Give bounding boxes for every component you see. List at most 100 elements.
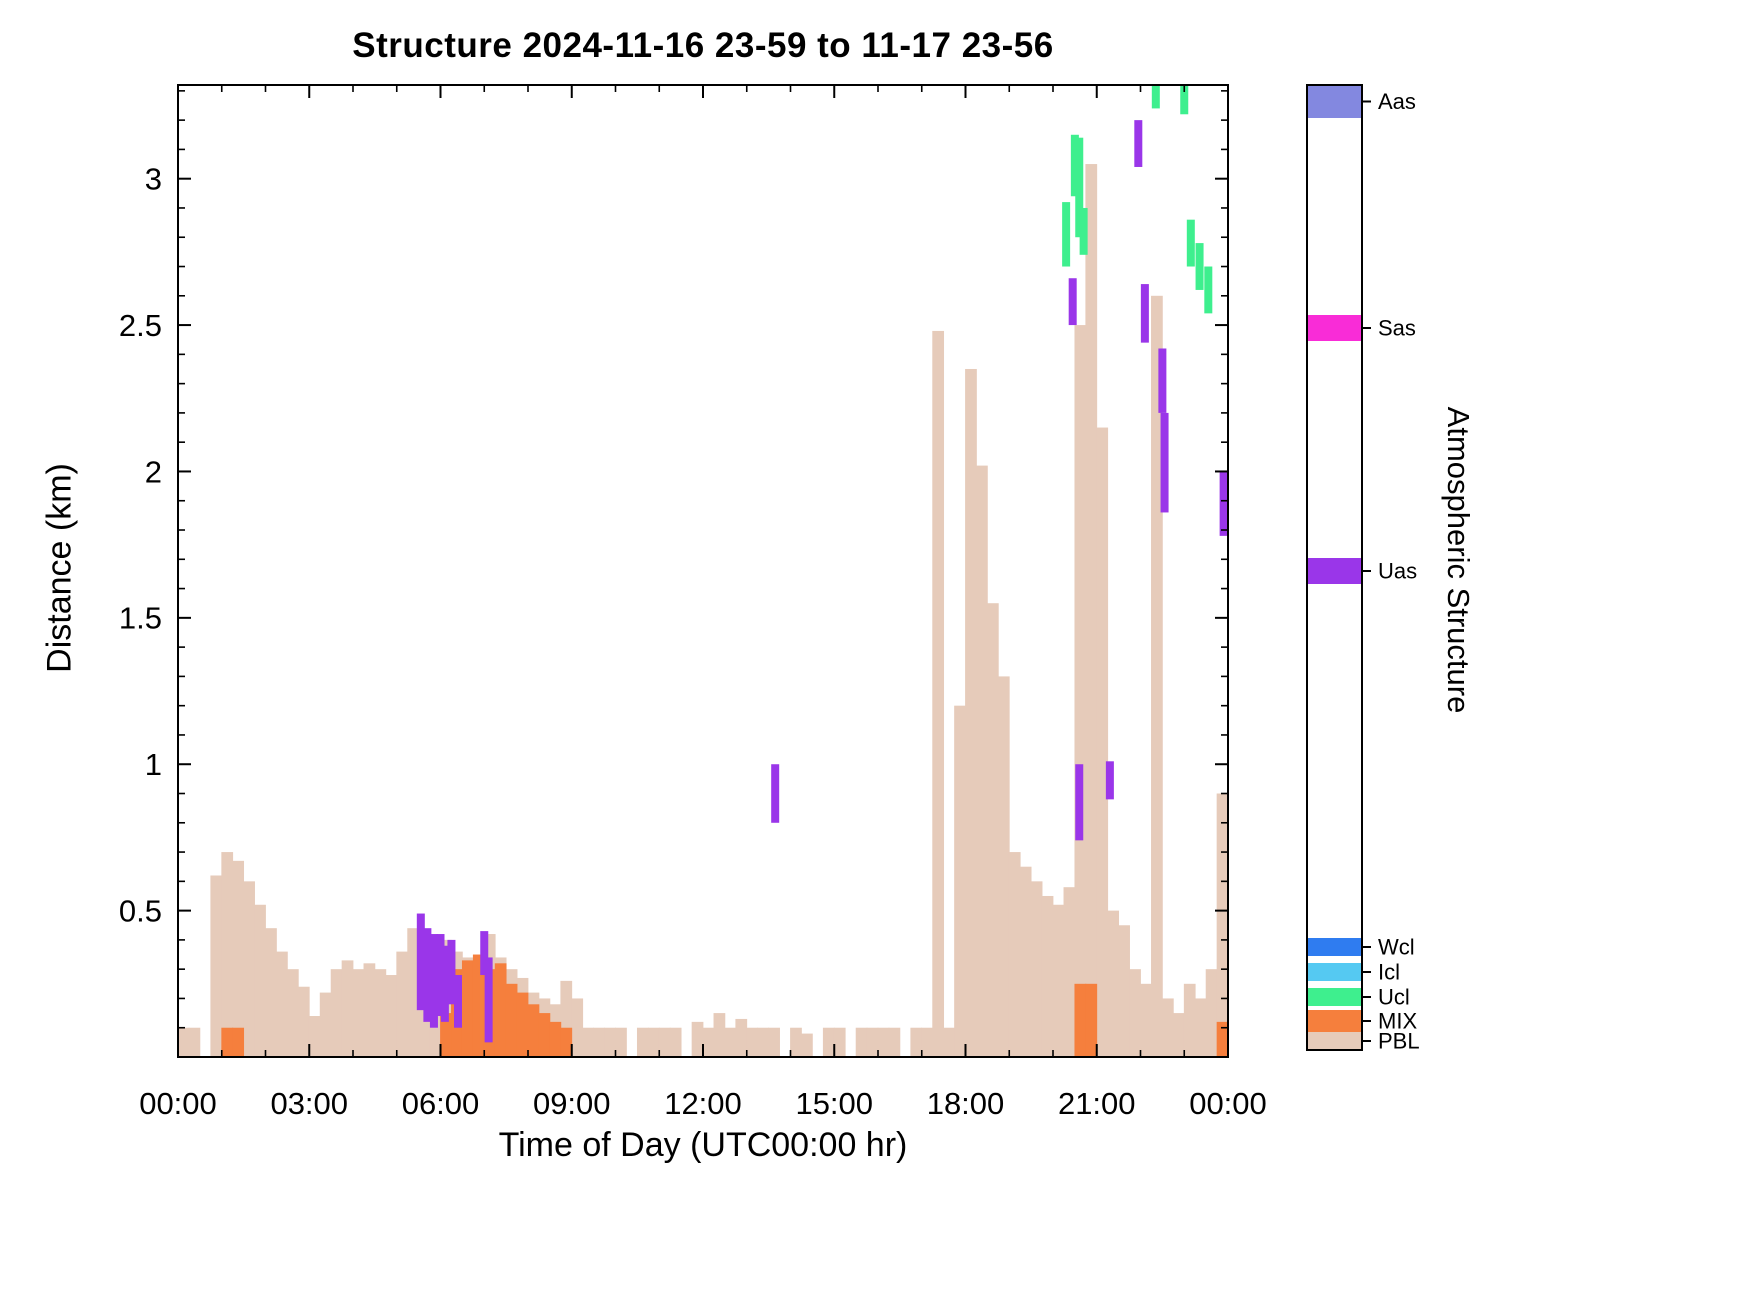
colorbar-item-label: PBL xyxy=(1378,1029,1420,1054)
pbl-bar xyxy=(713,1013,726,1057)
pbl-bar xyxy=(855,1027,868,1057)
uas-segment xyxy=(1140,284,1149,343)
pbl-bar xyxy=(866,1027,879,1057)
pbl-bar xyxy=(1030,881,1043,1057)
uas-segment xyxy=(1105,761,1114,800)
uas-segment xyxy=(1158,348,1167,413)
pbl-bar xyxy=(210,875,223,1057)
pbl-bar xyxy=(254,904,266,1057)
pbl-bar xyxy=(757,1027,770,1057)
colorbar-segment-uas xyxy=(1307,558,1362,584)
mix-bar xyxy=(494,963,507,1057)
uas-segment xyxy=(436,934,445,1017)
y-tick-label: 2.5 xyxy=(119,308,162,343)
colorbar-segment-icl xyxy=(1307,963,1362,981)
colorbar-item-label: Ucl xyxy=(1378,985,1410,1010)
pbl-bar xyxy=(396,951,409,1057)
mix-bar xyxy=(1074,983,1087,1057)
pbl-bar xyxy=(1052,904,1065,1057)
pbl-bar xyxy=(790,1027,802,1057)
y-tick-label: 1 xyxy=(145,747,162,782)
pbl-bar xyxy=(746,1027,759,1057)
pbl-bar xyxy=(888,1027,901,1057)
mix-bar xyxy=(221,1027,234,1057)
pbl-bar xyxy=(921,1027,934,1057)
ucl-segment xyxy=(1075,137,1084,238)
mix-bar xyxy=(527,1004,540,1057)
uas-segment xyxy=(423,928,432,1022)
x-tick-label: 03:00 xyxy=(270,1086,348,1121)
mix-bar xyxy=(1085,983,1098,1057)
uas-segment xyxy=(1219,471,1228,536)
pbl-bar xyxy=(768,1027,780,1057)
uas-segment xyxy=(440,945,449,1022)
uas-segment xyxy=(454,975,462,1028)
ucl-segment xyxy=(1180,85,1189,115)
y-tick-label: 2 xyxy=(145,454,162,489)
colorbar-border xyxy=(1306,84,1363,1051)
uas-segment xyxy=(416,913,425,1011)
pbl-bar xyxy=(1063,887,1076,1057)
mix-bar xyxy=(516,992,529,1057)
x-tick-label: 15:00 xyxy=(795,1086,873,1121)
pbl-bar xyxy=(341,960,354,1057)
uas-segment xyxy=(771,764,780,823)
pbl-bar xyxy=(1140,983,1152,1057)
pbl-bar xyxy=(188,1027,201,1057)
colorbar-item-label: Wcl xyxy=(1378,935,1415,960)
pbl-bar xyxy=(877,1027,890,1057)
pbl-bar xyxy=(604,1027,616,1057)
pbl-bar xyxy=(363,963,376,1057)
uas-segment xyxy=(1160,412,1169,513)
colorbar-segment-aas xyxy=(1307,85,1362,118)
mix-bar xyxy=(505,983,518,1057)
pbl-bar xyxy=(702,1027,715,1057)
y-tick-label: 1.5 xyxy=(119,601,162,636)
uas-segment xyxy=(484,957,493,1043)
x-axis-label: Time of Day (UTC00:00 hr) xyxy=(498,1126,908,1164)
x-tick-label: 21:00 xyxy=(1058,1086,1136,1121)
pbl-bar xyxy=(286,969,299,1057)
pbl-bar xyxy=(265,928,277,1057)
pbl-bar xyxy=(385,975,398,1057)
ucl-segment xyxy=(1195,243,1204,290)
pbl-bar xyxy=(221,852,234,1057)
pbl-bar xyxy=(276,951,288,1057)
colorbar-item-label: Sas xyxy=(1378,316,1416,341)
chart-title: Structure 2024-11-16 23-59 to 11-17 23-5… xyxy=(352,26,1054,65)
pbl-bar xyxy=(932,330,945,1057)
pbl-bar xyxy=(1151,295,1163,1057)
pbl-bar xyxy=(560,980,573,1057)
x-tick-label: 12:00 xyxy=(664,1086,742,1121)
uas-segment xyxy=(447,939,456,1005)
pbl-bar xyxy=(954,705,966,1057)
pbl-bar xyxy=(571,998,584,1057)
uas-segment xyxy=(1068,278,1077,326)
mix-bar xyxy=(472,954,485,1057)
mix-bar xyxy=(1216,1021,1229,1057)
pbl-bar xyxy=(965,368,977,1058)
pbl-bar xyxy=(374,969,387,1057)
pbl-bar xyxy=(297,986,310,1057)
pbl-bar xyxy=(308,1016,321,1057)
pbl-bar xyxy=(593,1027,605,1057)
colorbar-segment-sas xyxy=(1307,315,1362,341)
pbl-bar xyxy=(1085,164,1098,1057)
pbl-bar xyxy=(691,1021,704,1057)
pbl-bar xyxy=(1074,325,1087,1058)
pbl-bar xyxy=(735,1018,748,1057)
uas-segment xyxy=(480,931,489,976)
pbl-bar xyxy=(801,1033,813,1057)
colorbar-segment-mix xyxy=(1307,1010,1362,1032)
pbl-bar xyxy=(1172,1013,1185,1057)
pbl-bar xyxy=(724,1027,737,1057)
mix-bar xyxy=(549,1021,562,1057)
colorbar-segment-ucl xyxy=(1307,988,1362,1006)
x-tick-label: 09:00 xyxy=(533,1086,611,1121)
pbl-bar xyxy=(352,969,365,1057)
pbl-bar xyxy=(986,603,999,1057)
ucl-segment xyxy=(1070,134,1079,197)
pbl-bar xyxy=(910,1027,923,1057)
pbl-bar xyxy=(636,1027,649,1057)
pbl-bar xyxy=(1041,895,1054,1057)
